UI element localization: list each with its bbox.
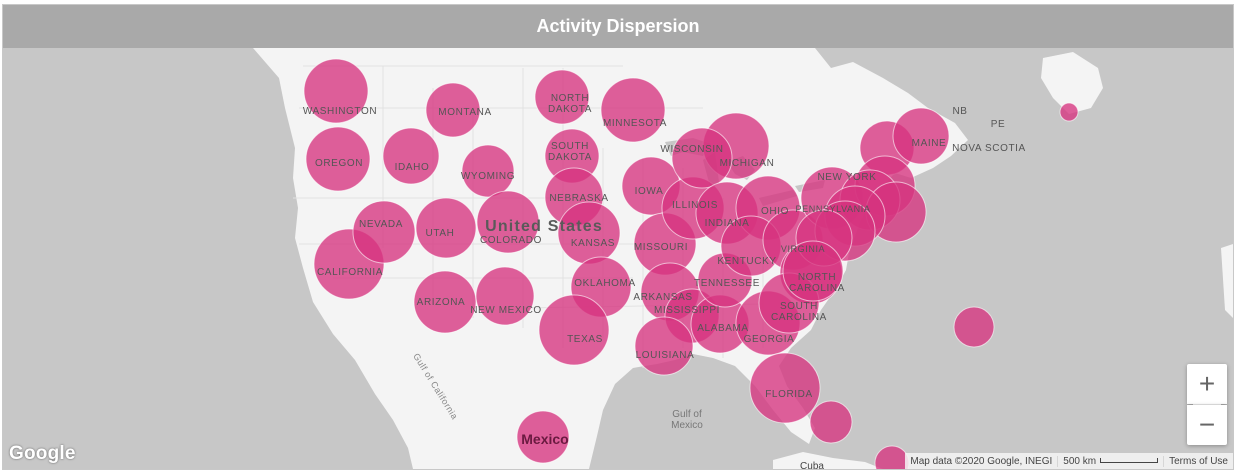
activity-marker[interactable] [671, 127, 733, 189]
state-label: MISSISSIPPI [654, 305, 720, 316]
map-area[interactable]: WASHINGTON OREGON CALIFORNIA NEVADA IDAHO MON… [3, 48, 1233, 469]
activity-marker[interactable] [382, 127, 440, 185]
state-label: NORTH CAROLINA [789, 272, 845, 294]
activity-marker[interactable] [475, 266, 535, 326]
state-label: KANSAS [571, 238, 615, 249]
state-label: ALABAMA [697, 323, 748, 334]
cuba-land [773, 452, 883, 469]
state-label: IOWA [635, 186, 664, 197]
state-label: NB [952, 106, 967, 117]
state-label: WISCONSIN [660, 144, 723, 155]
state-label: KENTUCKY [717, 256, 776, 267]
activity-markers[interactable] [303, 58, 1079, 469]
scale-bar [1100, 458, 1159, 464]
activity-marker[interactable] [782, 240, 844, 302]
zoom-in-button[interactable]: + [1187, 364, 1227, 404]
state-label: WASHINGTON [303, 106, 377, 117]
activity-marker[interactable] [413, 270, 477, 334]
state-label: MONTANA [438, 107, 491, 118]
baja-california-land [367, 334, 435, 438]
activity-marker[interactable] [809, 400, 853, 444]
state-label: NEW MEXICO [470, 305, 542, 316]
activity-marker[interactable] [303, 58, 369, 124]
zoom-out-button[interactable]: − [1187, 405, 1227, 445]
state-label: FLORIDA [765, 389, 813, 400]
state-label: MINNESOTA [603, 118, 667, 129]
state-label: ARKANSAS [633, 292, 692, 303]
state-label: OHIO [761, 206, 789, 217]
state-label: ARIZONA [417, 297, 466, 308]
scale-label: 500 km [1063, 455, 1097, 467]
zoom-divider [1193, 404, 1221, 405]
activity-marker[interactable] [352, 200, 416, 264]
gulf-of-mexico-label: Gulf of Mexico [671, 409, 703, 431]
map-scale[interactable]: 500 km [1057, 455, 1163, 467]
chart-title: Activity Dispersion [3, 5, 1233, 48]
google-logo: Google [9, 443, 76, 464]
chart-container: Activity Dispersion WASHINGTON OREGON CALI… [2, 4, 1234, 470]
state-label: SOUTH DAKOTA [548, 141, 592, 163]
activity-marker[interactable] [600, 77, 666, 143]
state-label: ILLINOIS [672, 200, 718, 211]
state-label: MAINE [912, 138, 947, 149]
activity-marker[interactable] [461, 144, 515, 198]
activity-marker[interactable] [538, 294, 610, 366]
state-label: VIRGINIA [781, 244, 825, 254]
state-label: CALIFORNIA [317, 267, 383, 278]
state-label: LOUISIANA [636, 350, 695, 361]
state-label: GEORGIA [744, 334, 795, 345]
activity-marker[interactable] [516, 410, 570, 464]
newfoundland-land [1041, 52, 1103, 114]
state-label: TEXAS [567, 334, 603, 345]
state-label: IDAHO [395, 162, 430, 173]
map-attribution: Map data ©2020 Google, INEGI 500 km Term… [905, 453, 1233, 469]
map-data-credit[interactable]: Map data ©2020 Google, INEGI [910, 455, 1053, 467]
activity-marker[interactable] [415, 197, 477, 259]
state-label: UTAH [426, 228, 455, 239]
activity-marker[interactable] [476, 190, 540, 254]
activity-marker[interactable] [953, 306, 995, 348]
map-labels: WASHINGTON OREGON CALIFORNIA NEVADA IDAHO MON… [303, 93, 1026, 469]
activity-marker[interactable] [305, 126, 371, 192]
state-label: PENNSYLVANIA [796, 204, 871, 214]
cuba-label: Cuba [800, 461, 824, 469]
state-label: NEVADA [359, 219, 403, 230]
state-label: TENNESSEE [694, 278, 760, 289]
state-label: OKLAHOMA [574, 278, 635, 289]
state-label: SOUTH CAROLINA [771, 301, 827, 323]
state-label: WYOMING [461, 171, 515, 182]
state-label: NORTH DAKOTA [548, 93, 592, 115]
activity-marker[interactable] [1059, 102, 1079, 122]
state-label: NEW YORK [817, 172, 876, 183]
country-label-us: United States [485, 218, 603, 235]
activity-marker[interactable] [749, 352, 821, 424]
activity-marker[interactable] [534, 69, 590, 125]
state-label: NOVA SCOTIA [952, 143, 1026, 154]
atlantic-edge-land [1221, 244, 1233, 318]
activity-marker[interactable] [874, 445, 910, 469]
state-label: MICHIGAN [720, 158, 775, 169]
state-label: INDIANA [705, 218, 750, 229]
activity-marker[interactable] [892, 107, 950, 165]
activity-marker[interactable] [634, 316, 694, 376]
terms-of-use-link[interactable]: Terms of Use [1163, 455, 1233, 467]
state-label: MISSOURI [634, 242, 688, 253]
activity-marker[interactable] [425, 82, 481, 138]
map-canvas: WASHINGTON OREGON CALIFORNIA NEVADA IDAHO MON… [253, 48, 1233, 469]
state-label: OREGON [315, 158, 363, 169]
state-label: NEBRASKA [549, 193, 608, 204]
state-label: PE [991, 119, 1006, 130]
country-label-mexico: Mexico [521, 431, 568, 447]
state-label: COLORADO [480, 235, 542, 246]
